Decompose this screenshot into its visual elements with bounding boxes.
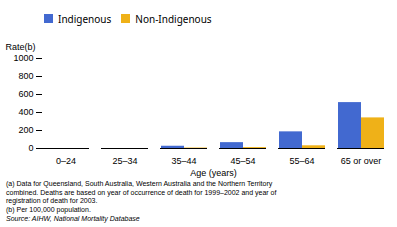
html-text:(b) Per 100,000 population.: (b) Per 100,000 population. [6, 205, 91, 213]
html-text:Source: AIHW, National Mortali: Source: AIHW, National Mortality Databas… [6, 215, 140, 223]
svg-text:55–64: 55–64 [289, 156, 314, 166]
svg-text:200: 200 [18, 125, 33, 135]
svg-text:Rate(b): Rate(b) [6, 42, 36, 52]
svg-text:65 or over: 65 or over [341, 156, 382, 166]
html-text:Non-Indigenous: Non-Indigenous [135, 11, 212, 26]
svg-text:Age (years): Age (years) [190, 168, 237, 178]
svg-text:400: 400 [18, 107, 33, 117]
html-text:combined. Deaths are based on: combined. Deaths are based on year of oc… [6, 188, 277, 196]
html-text:Indigenous: Indigenous [58, 11, 112, 26]
svg-text:0: 0 [28, 143, 33, 153]
svg-text:800: 800 [18, 71, 33, 81]
svg-text:0–24: 0–24 [56, 156, 76, 166]
svg-text:600: 600 [18, 89, 33, 99]
svg-text:1000: 1000 [13, 53, 33, 63]
svg-text:35–44: 35–44 [171, 156, 196, 166]
svg-text:45–54: 45–54 [230, 156, 255, 166]
html-text:registration of death for 2003: registration of death for 2003. [6, 197, 98, 205]
html-text:(a) Data for Queensland, South: (a) Data for Queensland, South Australia… [6, 180, 273, 187]
svg-text:25–34: 25–34 [112, 156, 137, 166]
